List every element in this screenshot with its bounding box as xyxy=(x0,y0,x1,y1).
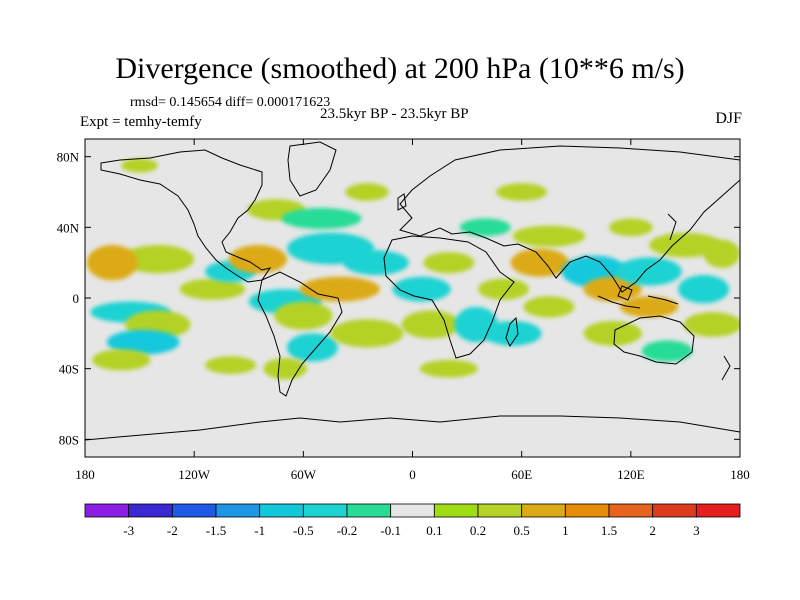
colorbar-swatch xyxy=(477,503,523,518)
colorbar-label: -1.5 xyxy=(206,523,227,538)
coastlines xyxy=(85,141,740,441)
field-region xyxy=(678,275,730,304)
colorbar-label: -2 xyxy=(167,523,178,538)
field-region xyxy=(496,183,548,201)
colorbar-swatch xyxy=(433,503,479,518)
field-region xyxy=(401,310,460,339)
field-region xyxy=(459,218,511,237)
colorbar: -3 -2 -1.5 -1 -0.5 -0.2 -0.1 0.1 0.2 0.5 1 1.5 2 3 xyxy=(84,503,741,538)
colorbar-label: 3 xyxy=(693,523,700,538)
field-region xyxy=(423,252,475,274)
field-region xyxy=(281,207,362,230)
colorbar-swatch xyxy=(564,503,610,518)
colorbar-label: 1 xyxy=(562,523,569,538)
colorbar-swatch xyxy=(302,503,348,518)
colorbar-label: -1 xyxy=(254,523,265,538)
colorbar-swatch xyxy=(346,503,392,518)
x-axis: 180 120W 60W 0 60E 120E 180 xyxy=(75,139,750,482)
colorbar-label: 0.2 xyxy=(470,523,486,538)
colorbar-swatch xyxy=(84,503,130,518)
colorbar-swatch xyxy=(695,503,741,518)
field-region xyxy=(345,183,389,201)
field-region xyxy=(228,245,287,274)
field-region xyxy=(478,278,529,300)
colorbar-label: 1.5 xyxy=(601,523,617,538)
field-region xyxy=(703,239,740,268)
subtitle-label: 23.5kyr BP - 23.5kyr BP xyxy=(320,106,469,122)
colorbar-label: 0.1 xyxy=(426,523,442,538)
field-region xyxy=(286,333,338,362)
y-axis: 80N 40N 0 40S 80S xyxy=(57,150,740,447)
colorbar-swatch xyxy=(652,503,697,518)
x-tick-label: 0 xyxy=(409,467,416,482)
colorbar-label: -0.5 xyxy=(293,523,314,538)
colorbar-swatch xyxy=(608,503,654,518)
field-region xyxy=(274,301,333,330)
field-region xyxy=(683,312,740,337)
x-tick-label: 180 xyxy=(75,467,95,482)
field-region xyxy=(86,244,138,281)
x-tick-label: 120W xyxy=(178,467,211,482)
field-region xyxy=(583,320,642,346)
field-region xyxy=(392,276,451,302)
field-region xyxy=(512,225,586,247)
y-tick-label: 80N xyxy=(57,150,80,165)
colorbar-swatch xyxy=(171,503,217,518)
colorbar-swatch xyxy=(259,503,304,518)
field-region xyxy=(510,248,569,277)
field-region xyxy=(121,158,158,173)
field-region xyxy=(92,349,151,371)
y-tick-label: 80S xyxy=(59,432,79,447)
field-region xyxy=(343,250,409,276)
field-region xyxy=(121,245,195,274)
field-region xyxy=(205,356,257,374)
chart-title: Divergence (smoothed) at 200 hPa (10**6 … xyxy=(115,52,685,85)
colorbar-swatch xyxy=(390,503,435,518)
stats-label: rmsd= 0.145654 diff= 0.000171623 xyxy=(130,95,331,110)
colorbar-label: 2 xyxy=(649,523,656,538)
y-tick-label: 40S xyxy=(59,362,79,377)
field-region xyxy=(179,278,246,300)
field-region xyxy=(583,276,642,302)
colorbar-swatch xyxy=(215,503,261,518)
field-region xyxy=(299,276,380,302)
field-region xyxy=(609,218,653,237)
season-label: DJF xyxy=(715,110,742,127)
x-tick-label: 120E xyxy=(617,467,645,482)
colorbar-label: 0.5 xyxy=(514,523,530,538)
colorbar-swatch xyxy=(128,503,173,518)
colorbar-label: -0.1 xyxy=(380,523,401,538)
field-region xyxy=(330,319,404,348)
y-tick-label: 0 xyxy=(73,291,80,306)
x-tick-label: 180 xyxy=(730,467,750,482)
colorbar-label: -3 xyxy=(123,523,134,538)
field-region xyxy=(263,358,307,380)
field-region xyxy=(106,329,180,355)
field-region xyxy=(483,320,542,346)
field-region xyxy=(419,359,478,378)
x-tick-label: 60E xyxy=(511,467,532,482)
y-tick-label: 40N xyxy=(57,220,80,235)
field-region xyxy=(619,296,679,318)
field-region xyxy=(523,296,575,318)
colorbar-swatch xyxy=(521,503,566,518)
experiment-label: Expt = temhy-temfy xyxy=(80,114,202,130)
field-region xyxy=(616,257,682,286)
field-layer xyxy=(86,158,740,380)
colorbar-label: -0.2 xyxy=(337,523,358,538)
x-tick-label: 60W xyxy=(291,467,317,482)
field-region xyxy=(641,340,693,362)
